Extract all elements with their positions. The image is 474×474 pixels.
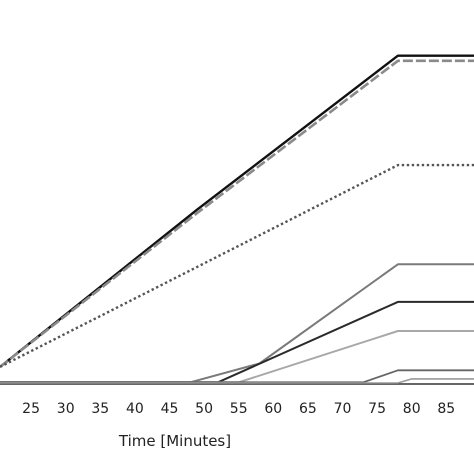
x-tick-label: 65 (299, 401, 317, 417)
x-tick-label: 40 (126, 401, 144, 417)
x-tick-label: 55 (230, 401, 248, 417)
x-tick-label: 35 (91, 401, 109, 417)
x-tick-label: 50 (195, 401, 213, 417)
series-line-8 (0, 378, 474, 384)
x-tick-label: 60 (264, 401, 282, 417)
series-line-2 (0, 59, 474, 368)
series-line-4 (0, 263, 474, 384)
x-tick-label: 70 (334, 401, 352, 417)
series-line-7 (0, 369, 474, 384)
x-tick-label: 85 (437, 401, 455, 417)
x-tick-label: 45 (161, 401, 179, 417)
x-tick-label: 80 (403, 401, 421, 417)
x-tick-label: 25 (22, 401, 40, 417)
x-axis-label: Time [Minutes] (118, 432, 231, 450)
x-tick-labels: 25 30 35 40 45 50 55 60 65 70 75 80 85 (22, 401, 455, 417)
x-tick-label: 75 (368, 401, 386, 417)
x-tick-label: 30 (57, 401, 75, 417)
series-line-3 (0, 163, 474, 368)
series-line-1 (0, 54, 474, 368)
series-layer (0, 54, 474, 384)
